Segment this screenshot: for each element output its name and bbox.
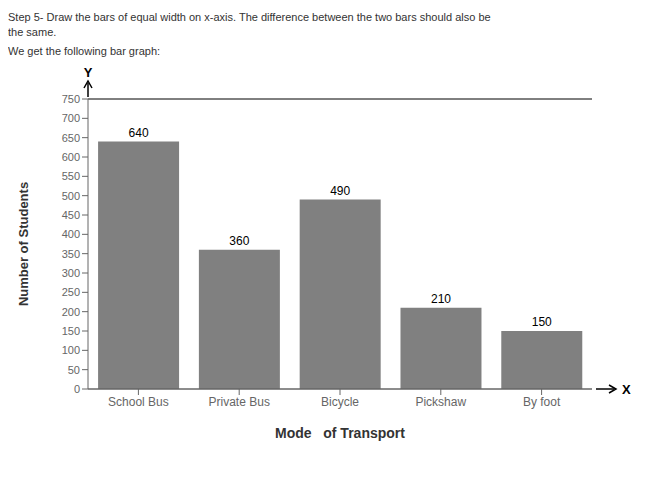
svg-text:700: 700 — [62, 112, 80, 124]
svg-text:650: 650 — [62, 132, 80, 144]
svg-text:0: 0 — [74, 383, 80, 395]
svg-text:Private Bus: Private Bus — [209, 395, 270, 409]
svg-text:200: 200 — [62, 306, 80, 318]
svg-text:640: 640 — [129, 126, 149, 140]
svg-text:Mode of Transport: Mode of Transport — [275, 425, 405, 441]
svg-text:Bicycle: Bicycle — [321, 395, 359, 409]
svg-text:100: 100 — [62, 344, 80, 356]
svg-text:600: 600 — [62, 151, 80, 163]
svg-text:360: 360 — [229, 234, 249, 248]
html-text:the same.: the same. — [8, 26, 57, 38]
svg-text:School Bus: School Bus — [108, 395, 169, 409]
svg-text:210: 210 — [431, 292, 451, 306]
svg-text:Pickshaw: Pickshaw — [415, 395, 466, 409]
svg-text:550: 550 — [62, 170, 80, 182]
svg-text:150: 150 — [62, 325, 80, 337]
svg-text:350: 350 — [62, 248, 80, 260]
svg-text:50: 50 — [68, 364, 80, 376]
svg-text:By foot: By foot — [523, 395, 561, 409]
html-text:Step 5- Draw the bars of equal: Step 5- Draw the bars of equal width on … — [8, 11, 491, 23]
html-text:We get the following bar graph: We get the following bar graph: — [8, 45, 161, 57]
svg-text:750: 750 — [62, 93, 80, 105]
svg-text:300: 300 — [62, 267, 80, 279]
svg-text:400: 400 — [62, 228, 80, 240]
svg-text:450: 450 — [62, 209, 80, 221]
svg-text:500: 500 — [62, 190, 80, 202]
svg-text:Y: Y — [84, 65, 93, 80]
svg-text:250: 250 — [62, 286, 80, 298]
svg-text:150: 150 — [532, 315, 552, 329]
svg-text:X: X — [622, 382, 631, 397]
svg-text:490: 490 — [330, 184, 350, 198]
svg-text:Number of Students: Number of Students — [16, 182, 31, 306]
